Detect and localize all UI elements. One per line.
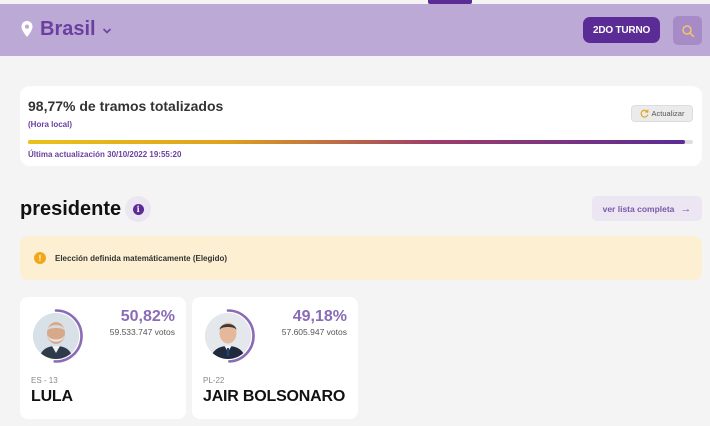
warning-icon: ! bbox=[34, 252, 46, 264]
section-heading: presidente i bbox=[20, 196, 152, 222]
candidate-name: JAIR BOLSONARO bbox=[203, 388, 346, 405]
tally-progress-card: 98,77% de tramos totalizados (Hora local… bbox=[20, 86, 702, 166]
candidate-card[interactable]: 49,18% 57.605.947 votos PL-22 JAIR BOLSO… bbox=[192, 297, 358, 419]
full-list-label: ver lista completa bbox=[602, 203, 675, 214]
location-pin-icon bbox=[21, 20, 33, 37]
alert-message: Elección definida matemáticamente (Elegi… bbox=[55, 253, 228, 263]
chevron-down-icon bbox=[102, 28, 111, 34]
candidate-percentage: 50,82% bbox=[120, 308, 175, 325]
result-alert: ! Elección definida matemáticamente (Ele… bbox=[20, 236, 702, 280]
refresh-button[interactable]: Actualizar bbox=[631, 105, 693, 122]
info-icon: i bbox=[132, 203, 144, 215]
candidate-percentage: 49,18% bbox=[292, 308, 347, 325]
top-bar: Brasil 2DO TURNO bbox=[0, 4, 710, 56]
local-time-note: (Hora local) bbox=[28, 120, 73, 129]
tally-percentage-title: 98,77% de tramos totalizados bbox=[28, 98, 224, 114]
tally-progress-fill bbox=[28, 140, 685, 144]
tally-progress-bar bbox=[28, 140, 693, 144]
vote-share-ring bbox=[53, 309, 83, 363]
candidate-card[interactable]: 50,82% 59.533.747 votos ES - 13 LULA bbox=[20, 297, 186, 419]
arrow-right-icon: → bbox=[680, 202, 692, 215]
candidate-photo bbox=[33, 313, 79, 359]
last-update-text: Última actualización 30/10/2022 19:55:20 bbox=[28, 150, 182, 159]
candidate-avatar bbox=[201, 309, 255, 363]
location-selector[interactable]: Brasil bbox=[20, 18, 112, 41]
search-icon bbox=[681, 24, 694, 37]
candidate-party: PL-22 bbox=[203, 376, 225, 385]
section-title: presidente bbox=[20, 197, 122, 220]
candidate-party: ES - 13 bbox=[31, 376, 58, 385]
location-name: Brasil bbox=[40, 18, 96, 40]
vote-share-ring bbox=[226, 309, 255, 363]
active-tab-indicator bbox=[428, 0, 472, 4]
full-list-button[interactable]: ver lista completa → bbox=[592, 196, 702, 221]
candidate-votes: 59.533.747 votos bbox=[109, 327, 175, 337]
search-button[interactable] bbox=[673, 16, 702, 45]
info-button[interactable]: i bbox=[125, 196, 152, 222]
second-round-button[interactable]: 2DO TURNO bbox=[583, 17, 660, 43]
candidate-name: LULA bbox=[31, 388, 73, 405]
candidate-avatar bbox=[29, 309, 83, 363]
candidate-photo bbox=[205, 313, 251, 359]
refresh-label: Actualizar bbox=[651, 109, 685, 118]
candidate-votes: 57.605.947 votos bbox=[281, 327, 347, 337]
refresh-icon bbox=[640, 109, 648, 118]
